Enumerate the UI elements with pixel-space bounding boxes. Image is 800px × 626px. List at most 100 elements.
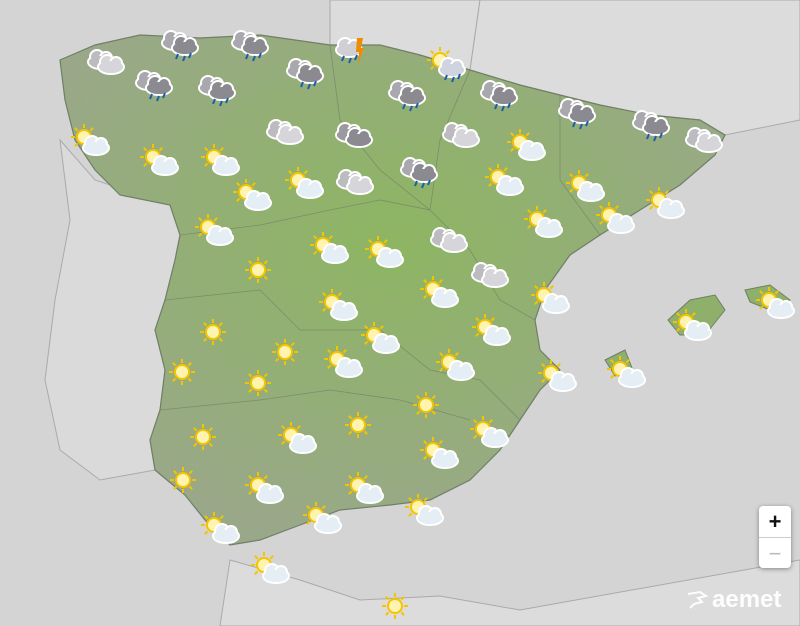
sun-icon[interactable]	[382, 593, 408, 619]
sun-cloud-icon[interactable]	[646, 187, 685, 219]
sun-cloud-icon[interactable]	[507, 129, 546, 161]
sun-cloud-icon[interactable]	[596, 202, 635, 234]
cloud-icon[interactable]	[685, 127, 723, 153]
sun-cloud-icon[interactable]	[310, 232, 349, 264]
sun-icon[interactable]	[169, 359, 195, 385]
cloud-icon	[481, 427, 509, 448]
rain-cloud-icon	[438, 57, 466, 78]
cloud-icon	[372, 333, 400, 354]
rain-icon[interactable]	[198, 75, 236, 107]
sun-icon[interactable]	[272, 339, 298, 365]
cloud-icon	[657, 198, 685, 219]
sun-cloud-icon[interactable]	[607, 356, 646, 388]
sun-cloud-icon[interactable]	[71, 124, 110, 156]
cloud-icon	[483, 325, 511, 346]
sun-cloud-icon[interactable]	[756, 287, 795, 319]
sun-cloud-icon[interactable]	[436, 349, 475, 381]
sun-icon[interactable]	[190, 424, 216, 450]
rain-icon[interactable]	[286, 58, 324, 90]
sun-cloud-icon[interactable]	[195, 214, 234, 246]
sun-cloud-icon[interactable]	[201, 144, 240, 176]
cloud-icon	[151, 155, 179, 176]
sun-icon[interactable]	[245, 370, 271, 396]
cloud-dark-icon[interactable]	[335, 122, 373, 148]
zoom-out-button[interactable]: −	[759, 537, 791, 568]
rain-cloud-icon	[490, 85, 518, 106]
sun-icon	[345, 412, 371, 438]
cloud-icon[interactable]	[471, 262, 509, 288]
sun-cloud-icon[interactable]	[524, 206, 563, 238]
cloud-icon[interactable]	[336, 169, 374, 195]
cloud-icon	[376, 247, 404, 268]
sun-icon[interactable]	[170, 467, 196, 493]
sun-cloud-icon[interactable]	[251, 552, 290, 584]
sun-icon[interactable]	[245, 257, 271, 283]
rain-icon[interactable]	[558, 98, 596, 130]
sun-icon[interactable]	[345, 412, 371, 438]
sun-cloud-icon[interactable]	[324, 346, 363, 378]
cloud-icon	[346, 174, 374, 195]
cloud-icon[interactable]	[87, 49, 125, 75]
cloud-icon	[440, 232, 468, 253]
sun-cloud-icon[interactable]	[201, 512, 240, 544]
cloud-icon	[321, 243, 349, 264]
sun-icon	[200, 319, 226, 345]
sun-cloud-icon[interactable]	[361, 322, 400, 354]
rain-cloud-icon	[208, 80, 236, 101]
rain-icon[interactable]	[135, 70, 173, 102]
sun-cloud-icon[interactable]	[303, 502, 342, 534]
sun-cloud-icon[interactable]	[233, 179, 272, 211]
sun-icon	[245, 257, 271, 283]
rain-icon[interactable]	[388, 80, 426, 112]
cloud-icon[interactable]	[266, 119, 304, 145]
cloud-icon	[356, 483, 384, 504]
sun-cloud-icon[interactable]	[470, 416, 509, 448]
rain-icon[interactable]	[161, 30, 199, 62]
sun-cloud-icon[interactable]	[285, 167, 324, 199]
sun-cloud-icon[interactable]	[278, 422, 317, 454]
sun-cloud-icon[interactable]	[538, 360, 577, 392]
storm-icon[interactable]	[335, 37, 364, 64]
sun-cloud-icon[interactable]	[673, 309, 712, 341]
rain-drops-icon	[402, 102, 419, 112]
sun-cloud-icon[interactable]	[472, 314, 511, 346]
sun-cloud-icon[interactable]	[420, 437, 459, 469]
rain-icon[interactable]	[480, 80, 518, 112]
rain-drops-icon	[175, 52, 192, 62]
rain-drops-icon	[646, 132, 663, 142]
rain-drops-icon	[212, 97, 229, 107]
sun-cloud-icon[interactable]	[245, 472, 284, 504]
sun-icon[interactable]	[413, 392, 439, 418]
rain-icon[interactable]	[400, 157, 438, 189]
rain-drops-icon	[149, 92, 166, 102]
sun-cloud-icon[interactable]	[365, 236, 404, 268]
sun-cloud-icon[interactable]	[319, 289, 358, 321]
sun-cloud-icon[interactable]	[140, 144, 179, 176]
sun-cloud-icon[interactable]	[345, 472, 384, 504]
cloud-icon	[244, 190, 272, 211]
cloud-icon	[695, 132, 723, 153]
rain-icon[interactable]	[632, 110, 670, 142]
sun-cloud-icon[interactable]	[485, 164, 524, 196]
cloud-icon[interactable]	[442, 122, 480, 148]
sun-rain-icon[interactable]	[427, 47, 466, 83]
rain-drops-icon	[414, 179, 431, 189]
sun-icon[interactable]	[200, 319, 226, 345]
cloud-icon	[262, 563, 290, 584]
cloud-icon[interactable]	[430, 227, 468, 253]
sun-cloud-icon[interactable]	[566, 170, 605, 202]
zoom-in-button[interactable]: +	[768, 509, 782, 534]
cloud-icon	[335, 357, 363, 378]
sun-cloud-icon[interactable]	[420, 276, 459, 308]
sun-cloud-icon[interactable]	[531, 282, 570, 314]
rain-drops-icon	[245, 52, 262, 62]
rain-icon[interactable]	[231, 30, 269, 62]
rain-cloud-icon	[296, 63, 324, 84]
cloud-icon	[767, 298, 795, 319]
sun-cloud-icon[interactable]	[405, 494, 444, 526]
zoom-control: + −	[759, 506, 791, 568]
cloud-icon	[314, 513, 342, 534]
cloud-icon	[212, 523, 240, 544]
cloud-icon	[97, 54, 125, 75]
